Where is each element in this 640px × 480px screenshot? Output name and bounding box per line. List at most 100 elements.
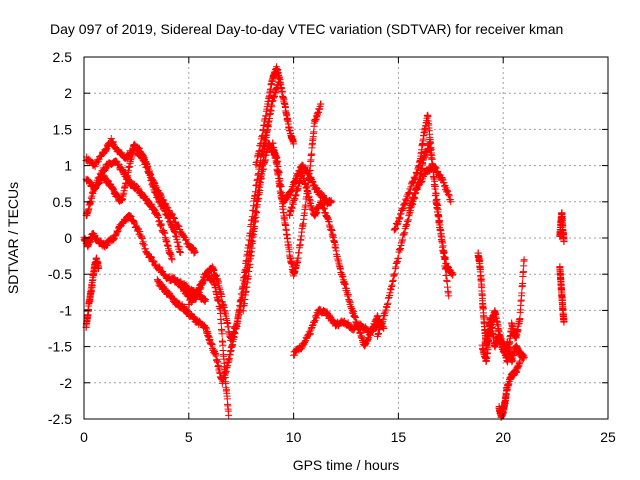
- data-point: [404, 218, 412, 226]
- data-point: [392, 225, 400, 233]
- data-point: [218, 330, 226, 338]
- data-point: [149, 257, 157, 265]
- series-track-15: [390, 111, 457, 279]
- data-point: [404, 190, 412, 198]
- y-tick-label: 1: [64, 158, 72, 174]
- data-point: [390, 271, 398, 279]
- data-point: [405, 210, 413, 218]
- data-point: [395, 215, 403, 223]
- data-point: [401, 200, 409, 208]
- x-axis-label: GPS time / hours: [293, 457, 400, 473]
- chart-title: Day 097 of 2019, Sidereal Day-to-day VTE…: [50, 21, 563, 37]
- data-point: [378, 319, 386, 327]
- data-point: [114, 227, 122, 235]
- data-point: [392, 263, 400, 271]
- data-point: [432, 164, 440, 172]
- data-points: [80, 63, 568, 421]
- y-tick-label: -0.5: [48, 266, 72, 282]
- data-point: [560, 317, 568, 325]
- data-point: [417, 179, 425, 187]
- data-point: [400, 201, 408, 209]
- data-point: [190, 313, 198, 321]
- data-point: [387, 286, 395, 294]
- data-point: [396, 214, 404, 222]
- data-point: [383, 300, 391, 308]
- data-point: [193, 293, 201, 301]
- data-point: [413, 185, 421, 193]
- data-point: [264, 118, 272, 126]
- data-point: [110, 235, 118, 243]
- data-point: [438, 175, 446, 183]
- series-track-20: [556, 209, 568, 246]
- data-point: [313, 314, 321, 322]
- x-tick-label: 25: [600, 429, 616, 445]
- data-point: [410, 179, 418, 187]
- data-point: [114, 228, 122, 236]
- data-point: [403, 221, 411, 229]
- data-point: [409, 178, 417, 186]
- data-point: [381, 308, 389, 316]
- data-point: [405, 207, 413, 215]
- y-tick-label: -1: [60, 302, 73, 318]
- data-point: [405, 189, 413, 197]
- data-point: [399, 236, 407, 244]
- data-point: [443, 186, 451, 194]
- series-track-13: [290, 305, 381, 359]
- data-point: [445, 190, 453, 198]
- data-point: [154, 212, 162, 220]
- data-point: [394, 219, 402, 227]
- data-point: [156, 221, 164, 229]
- x-tick-labels: 0 5 10 15 20 25: [80, 429, 616, 445]
- axis-ticks: [83, 56, 609, 420]
- data-point: [391, 270, 399, 278]
- data-point: [519, 280, 527, 288]
- data-point: [225, 411, 233, 419]
- data-point: [143, 249, 151, 257]
- data-point: [516, 315, 524, 323]
- data-point: [381, 311, 389, 319]
- y-tick-label: 2.5: [53, 49, 73, 65]
- data-point: [104, 241, 112, 249]
- data-point: [194, 291, 202, 299]
- data-point: [147, 253, 155, 261]
- y-tick-label: 0: [64, 230, 72, 246]
- data-point: [306, 330, 314, 338]
- data-point: [411, 174, 419, 182]
- data-point: [431, 163, 439, 171]
- data-point: [191, 248, 199, 256]
- data-point: [389, 278, 397, 286]
- data-point: [302, 201, 310, 209]
- y-axis-label: SDTVAR / TECUs: [5, 182, 21, 294]
- data-point: [175, 222, 183, 230]
- data-point: [179, 283, 187, 291]
- data-point: [117, 223, 125, 231]
- data-point: [311, 318, 319, 326]
- data-point: [410, 193, 418, 201]
- y-tick-label: -2.5: [48, 411, 72, 427]
- data-point: [405, 189, 413, 197]
- data-point: [402, 196, 410, 204]
- data-point: [161, 229, 169, 237]
- data-point: [196, 285, 204, 293]
- data-point: [96, 153, 104, 161]
- data-point: [155, 217, 163, 225]
- series-track-4: [80, 211, 210, 305]
- data-point: [150, 258, 158, 266]
- series-track-10: [252, 63, 298, 169]
- data-point: [139, 240, 147, 248]
- x-tick-label: 10: [286, 429, 302, 445]
- data-point: [115, 160, 123, 168]
- data-point: [383, 303, 391, 311]
- y-tick-labels: -2.5 -2 -1.5 -1 -0.5 0 0.5 1 1.5 2 2.5: [48, 49, 72, 427]
- data-point: [398, 237, 406, 245]
- data-point: [520, 256, 528, 264]
- y-tick-label: -2: [60, 375, 73, 391]
- data-point: [399, 204, 407, 212]
- data-point: [520, 353, 528, 361]
- data-point: [441, 182, 449, 190]
- data-point: [560, 238, 568, 246]
- data-point: [415, 163, 423, 171]
- data-point: [111, 232, 119, 240]
- data-point: [518, 289, 526, 297]
- data-point: [202, 296, 210, 304]
